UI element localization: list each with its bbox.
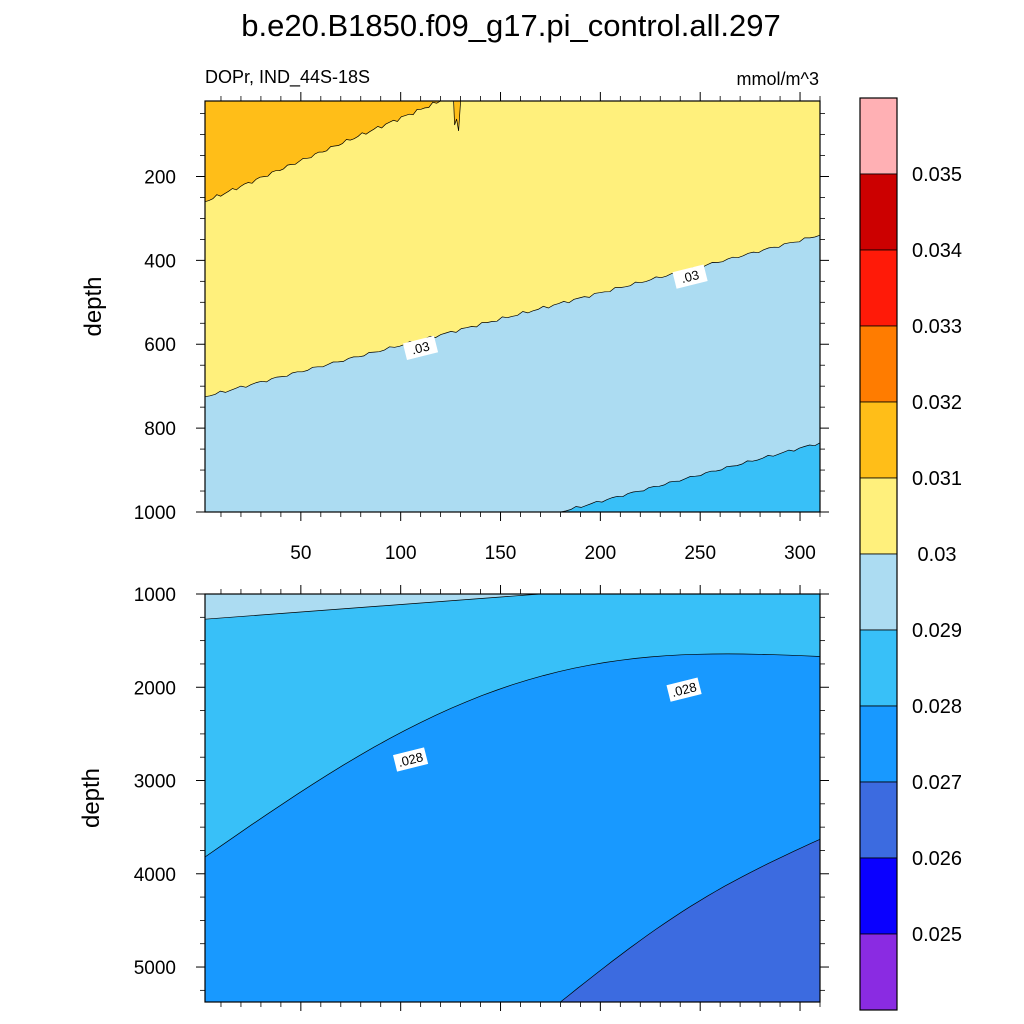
plot-frame <box>204 593 821 1003</box>
x-tick-label: 200 <box>585 543 617 564</box>
contour-label-text: .03 <box>679 267 700 286</box>
y-tick-label: 600 <box>144 335 176 356</box>
y-tick-label: 200 <box>144 167 176 188</box>
colorbar-swatch <box>859 781 898 859</box>
contour-label-text: .028 <box>396 749 424 770</box>
colorbar-swatch <box>859 325 898 403</box>
contour-label-bg <box>402 335 439 361</box>
y-axis-label: depth <box>78 768 105 828</box>
plot-frame <box>204 100 821 513</box>
contour-line <box>204 234 821 398</box>
variable-label: DOPr, IND_44S-18S <box>205 67 370 88</box>
colorbar-label: 0.034 <box>912 240 962 262</box>
y-tick-label: 4000 <box>134 865 176 886</box>
colorbar-label: 0.026 <box>912 848 962 870</box>
contour-fill-lightblue <box>205 235 820 512</box>
contour-label-bg <box>392 747 429 772</box>
colorbar-frame <box>859 97 898 1011</box>
y-tick-label: 400 <box>144 251 176 272</box>
x-tick-label: 150 <box>485 543 517 564</box>
x-tick-label: 300 <box>784 543 816 564</box>
colorbar-swatch <box>859 477 898 555</box>
contour-label: .03 <box>402 335 439 361</box>
x-tick-label: 100 <box>385 543 417 564</box>
contour-line <box>453 100 461 132</box>
colorbar-label: 0.027 <box>912 772 962 794</box>
colorbar-swatch <box>859 249 898 327</box>
contour-fill-darkblue <box>560 839 820 1002</box>
colorbar-label: 0.03 <box>918 544 957 566</box>
colorbar-swatch <box>859 173 898 251</box>
colorbar-swatch <box>859 553 898 631</box>
contour-line <box>560 838 821 1003</box>
contour-line <box>204 100 441 203</box>
lower-panel: .028 .028 1000 2000 3000 4000 5000 depth <box>78 585 829 1011</box>
contour-label-text: .028 <box>670 679 698 700</box>
upper-panel: .03 .03 50 100 150 200 250 300 200 400 600 800 1000 d… <box>80 92 829 564</box>
chart-title: b.e20.B1850.f09_g17.pi_control.all.297 <box>241 8 781 43</box>
colorbar-swatch <box>859 97 898 175</box>
contour-label-text: .03 <box>410 338 431 357</box>
contour-line <box>204 593 541 620</box>
y-tick-label: 2000 <box>134 678 176 699</box>
x-tick-label: 250 <box>684 543 716 564</box>
colorbar-label: 0.025 <box>912 924 962 946</box>
contour-line <box>204 653 821 858</box>
contour-fill-blue <box>205 653 820 1002</box>
colorbar-swatch <box>859 933 898 1011</box>
contour-label: .028 <box>392 747 429 772</box>
colorbar-label: 0.029 <box>912 620 962 642</box>
colorbar-label: 0.028 <box>912 696 962 718</box>
colorbar-swatch <box>859 629 898 707</box>
y-tick-label: 5000 <box>134 958 176 979</box>
colorbar-swatch <box>859 857 898 935</box>
contour-line <box>560 442 821 513</box>
colorbar-swatch <box>859 401 898 479</box>
y-tick-label: 800 <box>144 419 176 440</box>
contour-label-bg <box>672 264 708 289</box>
colorbar-label: 0.035 <box>912 164 962 186</box>
contour-fill-cyan <box>560 442 820 512</box>
contour-label: .028 <box>666 677 702 702</box>
contour-label-bg <box>666 677 702 702</box>
colorbar-label: 0.031 <box>912 468 962 490</box>
colorbar-swatch <box>859 705 898 783</box>
x-tick-label: 50 <box>290 543 311 564</box>
colorbar-label: 0.033 <box>912 316 962 338</box>
y-axis-label: depth <box>80 276 107 336</box>
y-tick-label: 1000 <box>134 503 176 524</box>
contour-label: .03 <box>672 264 708 289</box>
colorbar-label: 0.032 <box>912 392 962 414</box>
colorbar: 0.035 0.034 0.033 0.032 0.031 0.03 0.029 0.028 0… <box>859 97 962 1011</box>
y-tick-label: 3000 <box>134 772 176 793</box>
units-label: mmol/m^3 <box>737 69 819 89</box>
y-tick-label: 1000 <box>134 585 176 606</box>
